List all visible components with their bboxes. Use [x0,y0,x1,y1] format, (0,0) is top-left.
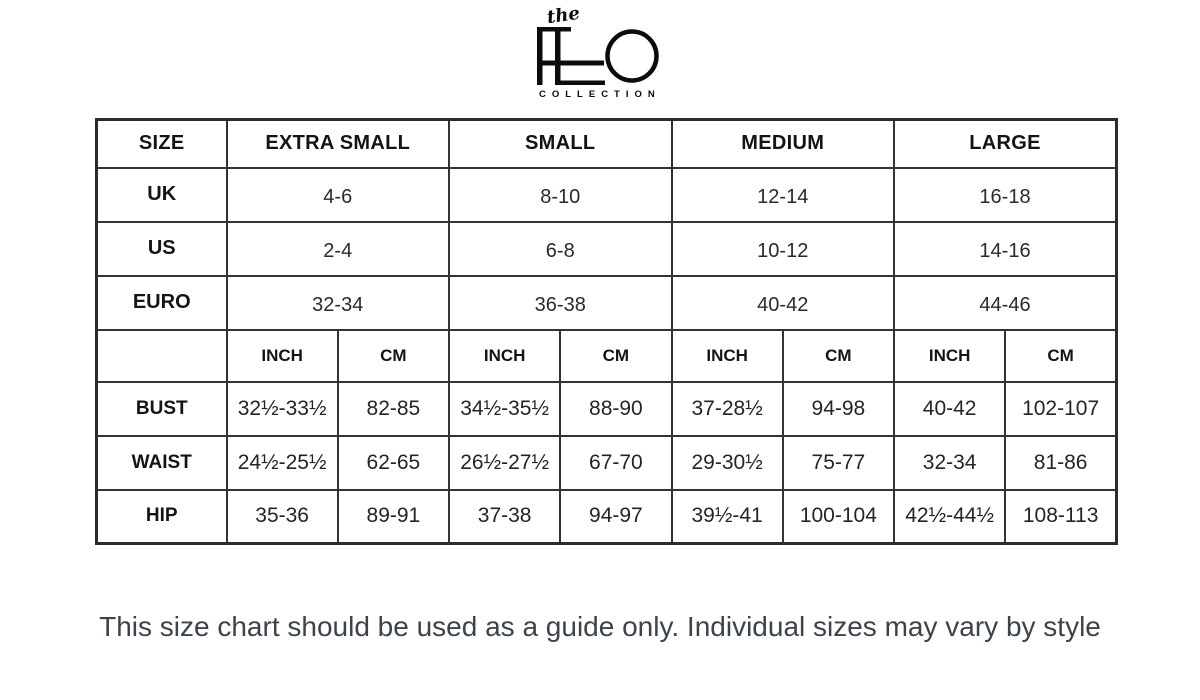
corner-size-label: SIZE [95,118,228,169]
us-medium-value: 10-12 [670,220,895,277]
hip-m-inch: 39½-41 [670,488,784,545]
disclaimer-text: This size chart should be used as a guid… [99,611,1101,642]
uk-extra-small-value: 4-6 [225,166,450,223]
unit-header-inch: INCH [225,328,339,383]
unit-header-cm: CM [781,328,896,383]
unit-header-cm: CM [559,328,673,383]
feo-logo-icon [537,27,659,85]
logo-the-script: the [545,2,582,29]
us-small-value: 6-8 [448,220,673,277]
table-row-euro: EURO 32-34 36-38 40-42 44-46 [95,274,1118,331]
unit-header-cm: CM [336,328,451,383]
table-row-hip: HIP 35-36 89-91 37-38 94-97 39½-41 100-1… [95,488,1118,545]
euro-large-value: 44-46 [893,274,1118,331]
uk-medium-value: 12-14 [670,166,895,223]
uk-large-value: 16-18 [893,166,1118,223]
col-header-extra-small: EXTRA SMALL [225,118,450,169]
row-label-hip: HIP [95,488,228,545]
col-header-small: SMALL [448,118,673,169]
hip-m-cm: 100-104 [781,488,896,545]
euro-small-value: 36-38 [448,274,673,331]
us-extra-small-value: 2-4 [225,220,450,277]
hip-s-cm: 94-97 [559,488,673,545]
table-row-uk: UK 4-6 8-10 12-14 16-18 [95,166,1118,223]
us-large-value: 14-16 [893,220,1118,277]
bust-s-cm: 88-90 [559,380,673,437]
hip-l-inch: 42½-44½ [892,488,1007,545]
hip-xs-cm: 89-91 [336,488,451,545]
bust-l-inch: 40-42 [892,380,1007,437]
unit-header-inch: INCH [447,328,562,383]
table-row-bust: BUST 32½-33½ 82-85 34½-35½ 88-90 37-28½ … [95,380,1118,437]
bust-m-cm: 94-98 [781,380,896,437]
euro-medium-value: 40-42 [670,274,895,331]
row-label-uk: UK [95,166,228,223]
uk-small-value: 8-10 [448,166,673,223]
brand-logo: the COLLECTION [537,3,663,106]
hip-s-inch: 37-38 [447,488,562,545]
bust-xs-inch: 32½-33½ [225,380,339,437]
waist-xs-inch: 24½-25½ [225,434,339,491]
waist-s-inch: 26½-27½ [447,434,562,491]
col-header-large: LARGE [893,118,1118,169]
bust-m-inch: 37-28½ [670,380,784,437]
row-label-bust: BUST [95,380,228,437]
unit-header-cm: CM [1004,328,1118,383]
waist-m-cm: 75-77 [781,434,896,491]
hip-l-cm: 108-113 [1004,488,1118,545]
waist-l-inch: 32-34 [892,434,1007,491]
table-row-waist: WAIST 24½-25½ 62-65 26½-27½ 67-70 29-30½… [95,434,1118,491]
bust-s-inch: 34½-35½ [447,380,562,437]
bust-xs-cm: 82-85 [336,380,451,437]
table-header-row: SIZE EXTRA SMALL SMALL MEDIUM LARGE [95,118,1118,169]
waist-xs-cm: 62-65 [336,434,451,491]
waist-l-cm: 81-86 [1004,434,1118,491]
row-label-euro: EURO [95,274,228,331]
empty-corner-cell [95,328,228,383]
row-label-us: US [95,220,228,277]
bust-l-cm: 102-107 [1004,380,1118,437]
waist-m-inch: 29-30½ [670,434,784,491]
table-units-row: INCH CM INCH CM INCH CM INCH CM [95,328,1118,383]
table-row-us: US 2-4 6-8 10-12 14-16 [95,220,1118,277]
row-label-waist: WAIST [95,434,228,491]
waist-s-cm: 67-70 [559,434,673,491]
hip-xs-inch: 35-36 [225,488,339,545]
size-chart-table: SIZE EXTRA SMALL SMALL MEDIUM LARGE UK 4… [95,118,1118,545]
logo-collection-label: COLLECTION [539,89,661,100]
unit-header-inch: INCH [892,328,1007,383]
euro-extra-small-value: 32-34 [225,274,450,331]
unit-header-inch: INCH [670,328,784,383]
col-header-medium: MEDIUM [670,118,895,169]
